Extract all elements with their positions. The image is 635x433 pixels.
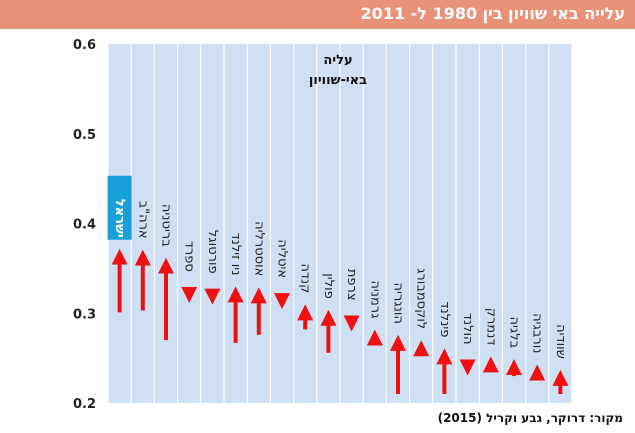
category-label: ניו זילנד xyxy=(228,233,243,276)
y-tick-label: 0.3 xyxy=(73,307,96,322)
page-title: עלייה באי שוויון בין 1980 ל- 2011 xyxy=(360,4,625,23)
category-label: ישראל xyxy=(112,199,127,238)
y-tick-label: 0.4 xyxy=(73,218,96,233)
category-label: פורטוגל xyxy=(205,230,220,274)
arrows xyxy=(111,248,569,395)
category-label: איטליה xyxy=(275,239,290,278)
y-tick-label: 0.5 xyxy=(73,128,96,143)
category-label: פולין xyxy=(321,273,336,299)
category-label: בריטניה xyxy=(159,204,174,247)
highlight-box xyxy=(107,175,132,240)
category-label: פינלנד xyxy=(437,301,452,337)
inequality-chart: 0.2 0.3 0.4 0.5 0.6 עליה באי-שוויון ישראל ארה"… xyxy=(73,38,573,409)
title-bar: עלייה באי שוויון בין 1980 ל- 2011 xyxy=(0,0,635,29)
y-tick-label: 0.2 xyxy=(73,397,96,409)
category-label: ארה"ב xyxy=(135,201,150,239)
grid-lines xyxy=(107,44,573,403)
y-tick-label: 0.6 xyxy=(73,38,96,53)
category-label: לוקסמבורג xyxy=(414,268,429,329)
category-labels: ישראל ארה"ב בריטניה ספרד פורטוגל ניו זילנד אוס… xyxy=(107,175,568,359)
category-label: דנמרק xyxy=(483,308,498,346)
category-label: צרפת xyxy=(344,269,359,301)
source-note: מקור: דרוקר, גבע וקריל (2015) xyxy=(437,411,623,425)
category-label: הונגריה xyxy=(391,283,406,324)
chart-title-line: באי-שוויון xyxy=(309,73,367,88)
category-label: הולנד xyxy=(460,313,475,345)
y-axis: 0.2 0.3 0.4 0.5 0.6 xyxy=(73,38,96,409)
category-label: קנדה xyxy=(298,263,313,293)
chart-title: עליה באי-שוויון xyxy=(309,53,367,88)
category-label: נורבגיה xyxy=(530,313,545,353)
category-label: גרמניה xyxy=(367,280,382,318)
category-label: שוודיה xyxy=(553,324,568,359)
category-label: ספרד xyxy=(182,241,197,272)
chart-title-line: עליה xyxy=(323,53,352,68)
category-label: בלגיה xyxy=(507,316,522,348)
category-label: אוסטרליה xyxy=(251,221,266,276)
